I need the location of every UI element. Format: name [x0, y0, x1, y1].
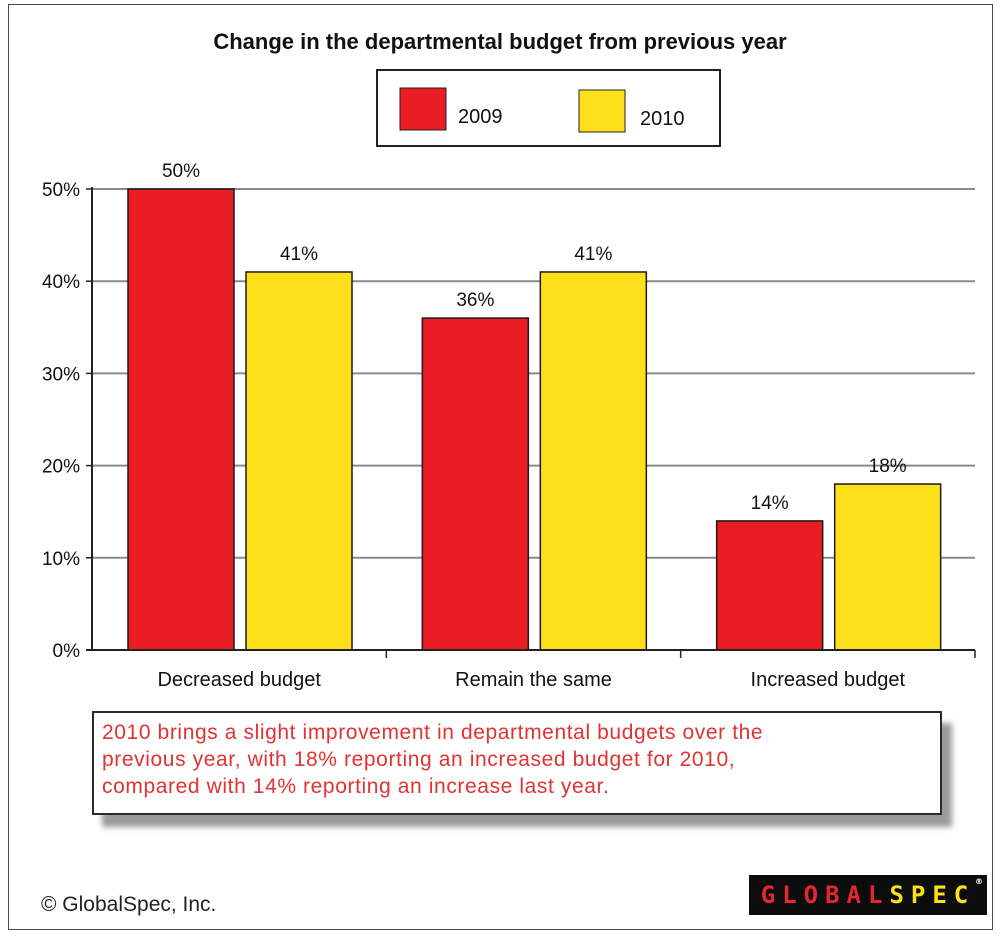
data-label: 41%	[574, 244, 612, 265]
note-line-1: 2010 brings a slight improvement in depa…	[102, 721, 764, 744]
bar	[539, 271, 648, 651]
x-category-label: Decreased budget	[157, 669, 321, 691]
data-label: 36%	[456, 290, 494, 311]
y-tick-label: 20%	[42, 457, 80, 478]
labels: 0% 10% 20% 30% 40% 50% 50% 41% Decreased budget 3…	[42, 161, 907, 691]
y-tick-label: 50%	[42, 180, 80, 201]
y-tick-label: 40%	[42, 272, 80, 293]
globalspec-logo: GLOBAL SPEC ®	[749, 875, 987, 915]
copyright-text: © GlobalSpec, Inc.	[41, 893, 217, 916]
chart-title: Change in the departmental budget from p…	[213, 29, 787, 54]
bar	[715, 520, 824, 651]
bar	[127, 188, 235, 651]
logo-text-global: GLOBAL	[760, 881, 890, 909]
y-tick-label: 10%	[42, 549, 80, 570]
data-label: 14%	[751, 493, 789, 514]
bar	[421, 317, 530, 651]
x-category-label: Increased budget	[751, 669, 906, 691]
axes	[86, 187, 976, 658]
note-line-3: compared with 14% reporting an increase …	[102, 775, 610, 798]
summary-note: 2010 brings a slight improvement in depa…	[92, 711, 942, 815]
grid	[92, 188, 975, 559]
logo-text-spec: SPEC	[889, 881, 976, 909]
legend-label-2010: 2010	[640, 108, 685, 130]
bar	[245, 271, 353, 651]
legend: 2009 2010	[376, 69, 721, 147]
legend-swatch-2010	[578, 89, 626, 133]
bar	[833, 483, 942, 651]
registered-mark: ®	[975, 877, 983, 886]
data-label: 18%	[869, 456, 907, 477]
x-category-label: Remain the same	[455, 669, 612, 691]
y-tick-label: 30%	[42, 364, 80, 385]
data-label: 50%	[162, 161, 200, 182]
data-label: 41%	[280, 244, 318, 265]
legend-label-2009: 2009	[458, 106, 503, 128]
note-line-2: previous year, with 18% reporting an inc…	[102, 748, 736, 771]
bars	[127, 188, 942, 651]
legend-swatch-2009	[399, 87, 447, 131]
y-tick-label: 0%	[53, 641, 81, 662]
